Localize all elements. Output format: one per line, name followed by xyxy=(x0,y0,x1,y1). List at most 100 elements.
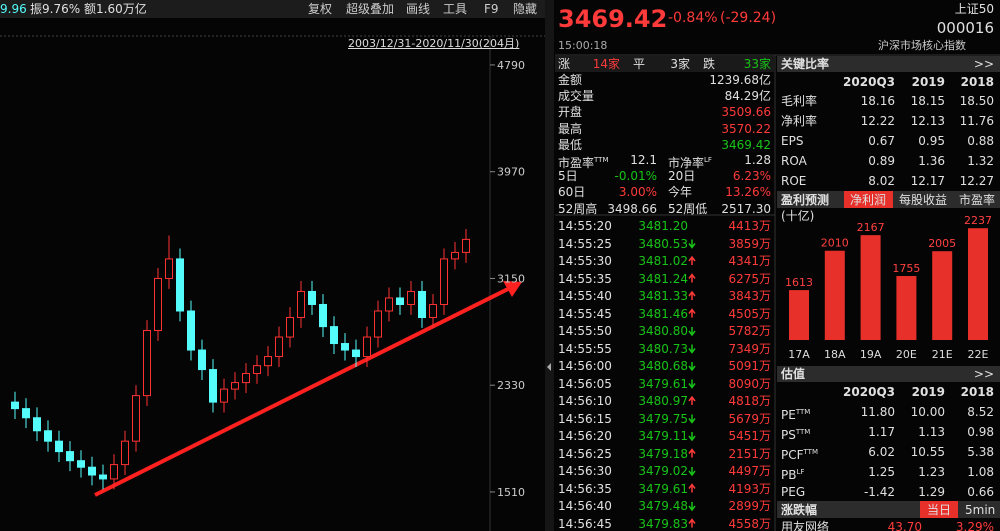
trend-arrow xyxy=(94,285,513,497)
tick-price: 3479.83 xyxy=(638,516,688,531)
tick-time: 14:55:55 xyxy=(558,341,612,356)
tab[interactable]: 市盈率 xyxy=(959,193,996,207)
trend-up xyxy=(688,483,696,493)
bar xyxy=(896,276,917,340)
mover-name: 用友网络 xyxy=(781,520,830,531)
tick-price: 3479.18 xyxy=(638,446,688,461)
candle-body xyxy=(275,336,283,358)
bar xyxy=(860,235,881,340)
column-header: 2020Q3 xyxy=(843,385,895,399)
toolbar-button[interactable]: 隐藏 xyxy=(513,2,538,16)
x-tick-label: 18A xyxy=(824,348,846,361)
tick-time: 14:55:30 xyxy=(558,254,612,268)
cell: 1.23 xyxy=(918,465,945,479)
stat-label: 金额 xyxy=(558,73,583,87)
tick-price: 3479.48 xyxy=(638,499,688,513)
candle-body xyxy=(209,369,217,403)
divider xyxy=(545,0,554,531)
ratio-value: 3498.66 xyxy=(607,201,657,216)
cell: 12.13 xyxy=(910,114,945,128)
ratio-label: 5日 xyxy=(558,168,578,184)
row-label: ROA xyxy=(781,153,807,169)
value-label: 2010 xyxy=(821,237,849,250)
ratio-value: 13.26% xyxy=(725,185,771,200)
candle-body xyxy=(33,417,41,432)
ratio-value: -0.01% xyxy=(614,169,657,184)
tab[interactable]: 5min xyxy=(965,503,996,517)
toolbar-button[interactable]: 复权 xyxy=(308,2,333,16)
trend-arrowhead xyxy=(503,281,522,297)
tab[interactable]: 每股收益 xyxy=(899,193,948,207)
label: 市盈率 xyxy=(558,156,595,170)
toolbar-bg xyxy=(0,0,545,18)
section-title: 涨跌幅 xyxy=(781,503,818,517)
label: 20日 xyxy=(668,169,696,184)
trend-down xyxy=(688,467,696,477)
candle-body xyxy=(253,365,261,374)
tick-price: 3480.53 xyxy=(638,236,688,251)
candle-body xyxy=(88,466,96,476)
candle-body xyxy=(176,258,184,312)
tick-price: 3479.61 xyxy=(638,376,688,391)
label: 5日 xyxy=(558,169,578,184)
cell: 1.29 xyxy=(918,485,945,499)
section-title: 估值 xyxy=(781,367,806,381)
stat-label: 最低 xyxy=(558,137,583,152)
row-label: PEG xyxy=(781,484,805,500)
label-sup: TTM xyxy=(795,428,811,436)
ratio-value: 1.28 xyxy=(744,153,771,167)
tick-time: 14:55:20 xyxy=(558,219,612,233)
candle-body xyxy=(44,430,52,442)
section-more[interactable]: >> xyxy=(973,367,994,381)
cell: -1.42 xyxy=(863,485,895,499)
candle-body xyxy=(385,297,393,312)
label: PS xyxy=(781,428,796,442)
row-label: 净利率 xyxy=(781,113,817,129)
tick-volume: 6275万 xyxy=(728,271,771,286)
tick-price: 3480.97 xyxy=(638,394,688,408)
cell: 1.13 xyxy=(918,425,945,439)
candle-body xyxy=(220,388,228,403)
tick-time: 14:56:40 xyxy=(558,499,612,513)
toolbar-button[interactable]: 画线 xyxy=(406,2,431,16)
tick-volume: 7349万 xyxy=(728,341,771,356)
value-label: 2167 xyxy=(857,221,885,234)
tick-price: 3479.02 xyxy=(638,464,688,478)
row-label: ROE xyxy=(781,173,806,189)
breadth-bg xyxy=(555,56,774,72)
label: 毛利率 xyxy=(781,94,818,108)
tick-time: 14:56:10 xyxy=(558,394,612,408)
section-more[interactable]: >> xyxy=(973,57,994,71)
tab[interactable]: 净利润 xyxy=(850,193,887,207)
candle-body xyxy=(165,258,173,279)
value-label: 1755 xyxy=(892,262,920,275)
toolbar-button[interactable]: 超级叠加 xyxy=(346,2,395,16)
y-tick-label: 1510 xyxy=(497,486,525,499)
tick-time: 14:55:40 xyxy=(558,289,612,303)
tick-volume: 5091万 xyxy=(728,359,771,373)
ratio-label: 市盈率TTM xyxy=(558,152,608,171)
cell: 12.22 xyxy=(860,114,895,128)
candle-body xyxy=(308,290,316,305)
candle-body xyxy=(55,440,63,453)
tick-time: 14:56:30 xyxy=(558,464,612,478)
trend-up xyxy=(688,273,696,283)
tick-time: 14:56:25 xyxy=(558,446,612,461)
cell: 5.38 xyxy=(967,445,994,459)
toolbar-button[interactable]: 工具 xyxy=(443,2,468,16)
candle-body xyxy=(143,330,151,397)
cell: 1.08 xyxy=(967,465,994,479)
code: 000016 xyxy=(936,19,994,37)
toolbar-button[interactable]: F9 xyxy=(484,2,499,16)
candle-body xyxy=(352,349,360,358)
y-tick-label: 2330 xyxy=(497,379,525,392)
column-header: 2019 xyxy=(911,385,945,399)
cell: 18.15 xyxy=(910,94,945,108)
mover-change: 3.29% xyxy=(955,520,994,531)
date-range: 2003/12/31-2020/11/30(204月) xyxy=(348,37,520,50)
column-header: 2020Q3 xyxy=(843,75,895,89)
tab[interactable]: 当日 xyxy=(927,503,952,517)
tick-time: 14:56:15 xyxy=(558,411,612,426)
tick-volume: 5782万 xyxy=(728,324,771,338)
collapse-arrow[interactable] xyxy=(547,363,551,371)
